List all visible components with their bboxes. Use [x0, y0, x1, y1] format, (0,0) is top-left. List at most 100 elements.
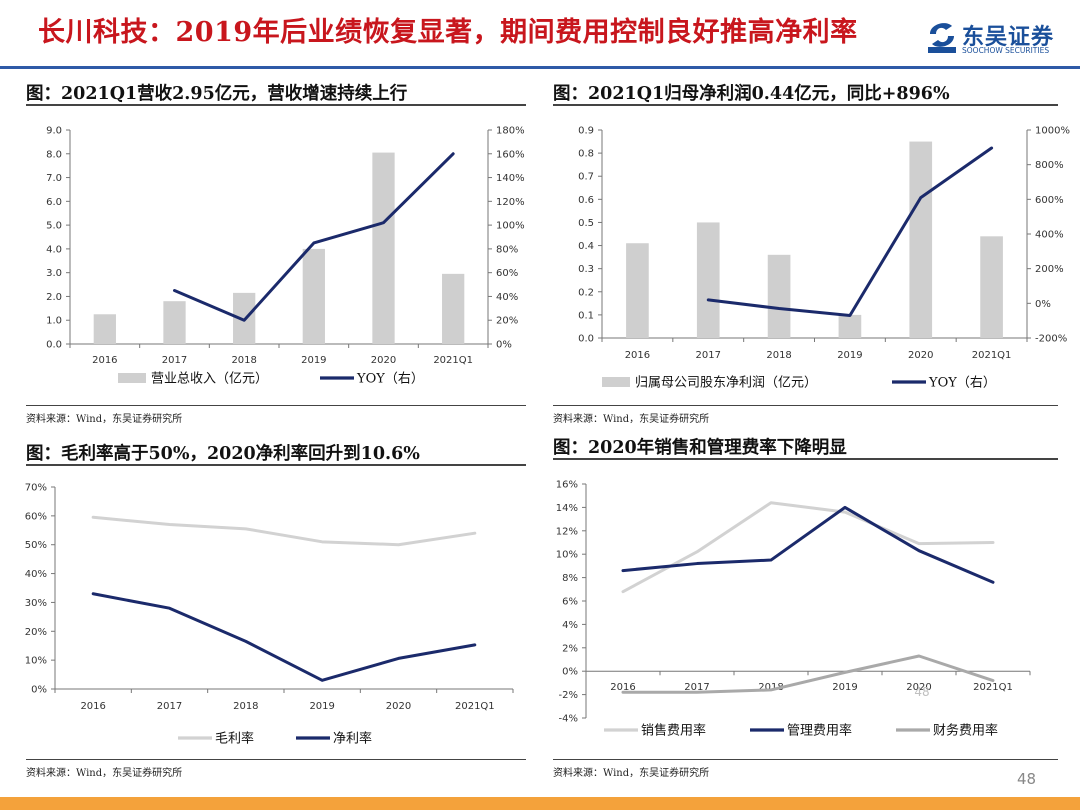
chart3-net-margin-line — [91, 592, 477, 682]
chart4-legend-admin-label: 管理费用率 — [787, 723, 852, 739]
chart4-y-tick-label: 4% — [562, 620, 578, 631]
panel-4-source: 资料来源：Wind，东吴证券研究所 — [553, 768, 710, 779]
chart1-bar — [372, 152, 395, 344]
chart1-y-tick-label: 9.0 — [46, 126, 62, 137]
panel-4-source-divider — [553, 759, 1058, 760]
logo-text: 东吴证券 — [962, 25, 1055, 50]
chart2-y-tick-label: 0.4 — [578, 241, 594, 252]
chart2-x-tick-label: 2021Q1 — [972, 350, 1012, 361]
chart2-legend-bar-swatch — [602, 377, 630, 387]
chart2-y2-tick-label: -200% — [1035, 334, 1067, 345]
chart3-x-tick-label: 2017 — [157, 701, 182, 712]
chart2-bar — [767, 254, 791, 338]
chart2-x-tick-label: 2017 — [696, 350, 721, 361]
chart3-y-tick-label: 70% — [25, 483, 47, 494]
chart2-y-tick-label: 0.0 — [578, 334, 594, 345]
chart2-y-tick-label: 0.6 — [578, 195, 594, 206]
logo-subtext: SOOCHOW SECURITIES — [962, 46, 1050, 55]
chart1-bar — [302, 248, 325, 344]
chart4-admin-ratio-line — [621, 505, 995, 584]
chart1-y2-tick-label: 40% — [496, 292, 518, 303]
chart1-bar — [93, 314, 116, 344]
chart2-bar — [838, 314, 862, 338]
chart3-x-tick-label: 2018 — [233, 701, 258, 712]
chart4-y-tick-label: -4% — [559, 714, 578, 725]
panel-3-title: 图：毛利率高于50%，2020净利率回升到10.6% — [26, 444, 420, 464]
chart1-x-tick-label: 2016 — [92, 355, 117, 366]
chart3-y-tick-label: 50% — [25, 540, 47, 551]
chart2-yoy-line — [706, 146, 994, 317]
chart2-x-tick-label: 2019 — [837, 350, 862, 361]
chart1-x-tick-label: 2021Q1 — [433, 355, 473, 366]
chart1-y-tick-label: 8.0 — [46, 149, 62, 160]
panel-4-divider — [553, 458, 1058, 460]
chart2-y2-tick-label: 400% — [1035, 230, 1064, 241]
chart2-legend-bar-label: 归属母公司股东净利润（亿元） — [635, 376, 817, 391]
chart2-bar — [626, 243, 649, 338]
net-profit-chart: 0.0 0.1 0.2 0.3 0.4 0.5 0.6 0.7 0.8 0.9 -200% 0% 200… — [578, 126, 1070, 391]
chart3-gross-margin-line — [91, 515, 477, 547]
chart2-y-tick-label: 0.1 — [578, 310, 594, 321]
chart3-y-tick-label: 0% — [31, 685, 47, 696]
chart1-y2-tick-label: 140% — [496, 173, 525, 184]
chart4-y-tick-label: 8% — [562, 573, 578, 584]
chart1-legend-bar-swatch — [118, 373, 146, 383]
chart1-yoy-line — [173, 152, 455, 322]
chart1-y2-tick-label: 100% — [496, 221, 525, 232]
chart2-bar — [980, 236, 1003, 338]
chart2-bar — [909, 141, 933, 338]
chart4-overlay-number: 48 — [914, 685, 929, 699]
chart3-y-tick-label: 20% — [25, 627, 47, 638]
chart4-sales-ratio-line — [621, 501, 995, 594]
chart2-y-tick-label: 0.2 — [578, 287, 594, 298]
chart4-x-tick-label: 2017 — [684, 682, 709, 693]
panel-2-title: 图：2021Q1归母净利润0.44亿元，同比+896% — [553, 84, 950, 104]
chart3-x-tick-label: 2019 — [309, 701, 334, 712]
expense-ratio-chart: -4% -2% 0% 2% 4% 6% 8% 10% 12% 14% 16% 2016 2017 2018… — [556, 480, 1031, 739]
chart1-y-tick-label: 4.0 — [46, 244, 62, 255]
page-number: 48 — [1017, 770, 1037, 788]
chart4-x-tick-label: 2021Q1 — [973, 682, 1013, 693]
chart1-y-tick-label: 0.0 — [46, 340, 62, 351]
chart1-legend-line-label: YOY（右） — [356, 372, 424, 387]
chart4-legend-sales-label: 销售费用率 — [641, 723, 706, 739]
panel-4-title: 图：2020年销售和管理费率下降明显 — [553, 438, 847, 458]
chart1-y2-tick-label: 160% — [496, 149, 525, 160]
chart2-y2-tick-label: 200% — [1035, 264, 1064, 275]
chart2-legend-line-label: YOY（右） — [928, 376, 996, 391]
chart3-legend-gross-label: 毛利率 — [215, 731, 254, 747]
chart2-y-tick-label: 0.3 — [578, 264, 594, 275]
panel-1-source-divider — [26, 405, 526, 406]
chart1-y-tick-label: 1.0 — [46, 316, 62, 327]
chart2-x-tick-label: 2016 — [625, 350, 650, 361]
panel-2-source-divider — [553, 405, 1058, 406]
chart4-x-tick-label: 2019 — [832, 682, 857, 693]
panel-3-source-divider — [26, 759, 526, 760]
header-divider — [0, 66, 1080, 69]
chart1-x-tick-label: 2019 — [301, 355, 326, 366]
chart1-y2-tick-label: 0% — [496, 340, 512, 351]
chart4-y-tick-label: -2% — [559, 690, 578, 701]
chart1-x-tick-label: 2018 — [231, 355, 256, 366]
chart1-bar — [163, 301, 186, 344]
chart3-x-tick-label: 2021Q1 — [455, 701, 495, 712]
chart4-y-tick-label: 16% — [556, 480, 578, 491]
chart2-y2-tick-label: 600% — [1035, 195, 1064, 206]
chart4-x-tick-label: 2016 — [610, 682, 635, 693]
chart2-bar — [696, 222, 720, 338]
chart1-y-tick-label: 7.0 — [46, 173, 62, 184]
chart4-y-tick-label: 14% — [556, 503, 578, 514]
chart1-y-tick-label: 6.0 — [46, 197, 62, 208]
chart1-bar — [442, 273, 465, 344]
margin-chart: 0% 10% 20% 30% 40% 50% 60% 70% 2016 2017 2018 2019 2… — [25, 483, 514, 747]
panel-3-source: 资料来源：Wind，东吴证券研究所 — [26, 768, 183, 779]
chart3-legend-net-label: 净利率 — [333, 731, 372, 747]
chart4-x-tick-label: 2020 — [906, 682, 931, 693]
chart1-y-tick-label: 2.0 — [46, 292, 62, 303]
company-logo: 东吴证券 SOOCHOW SECURITIES — [926, 20, 1076, 58]
chart1-y2-tick-label: 80% — [496, 244, 518, 255]
chart3-y-tick-label: 10% — [25, 656, 47, 667]
chart1-y2-tick-label: 120% — [496, 197, 525, 208]
chart2-x-tick-label: 2020 — [908, 350, 933, 361]
chart2-y-tick-label: 0.7 — [578, 172, 594, 183]
